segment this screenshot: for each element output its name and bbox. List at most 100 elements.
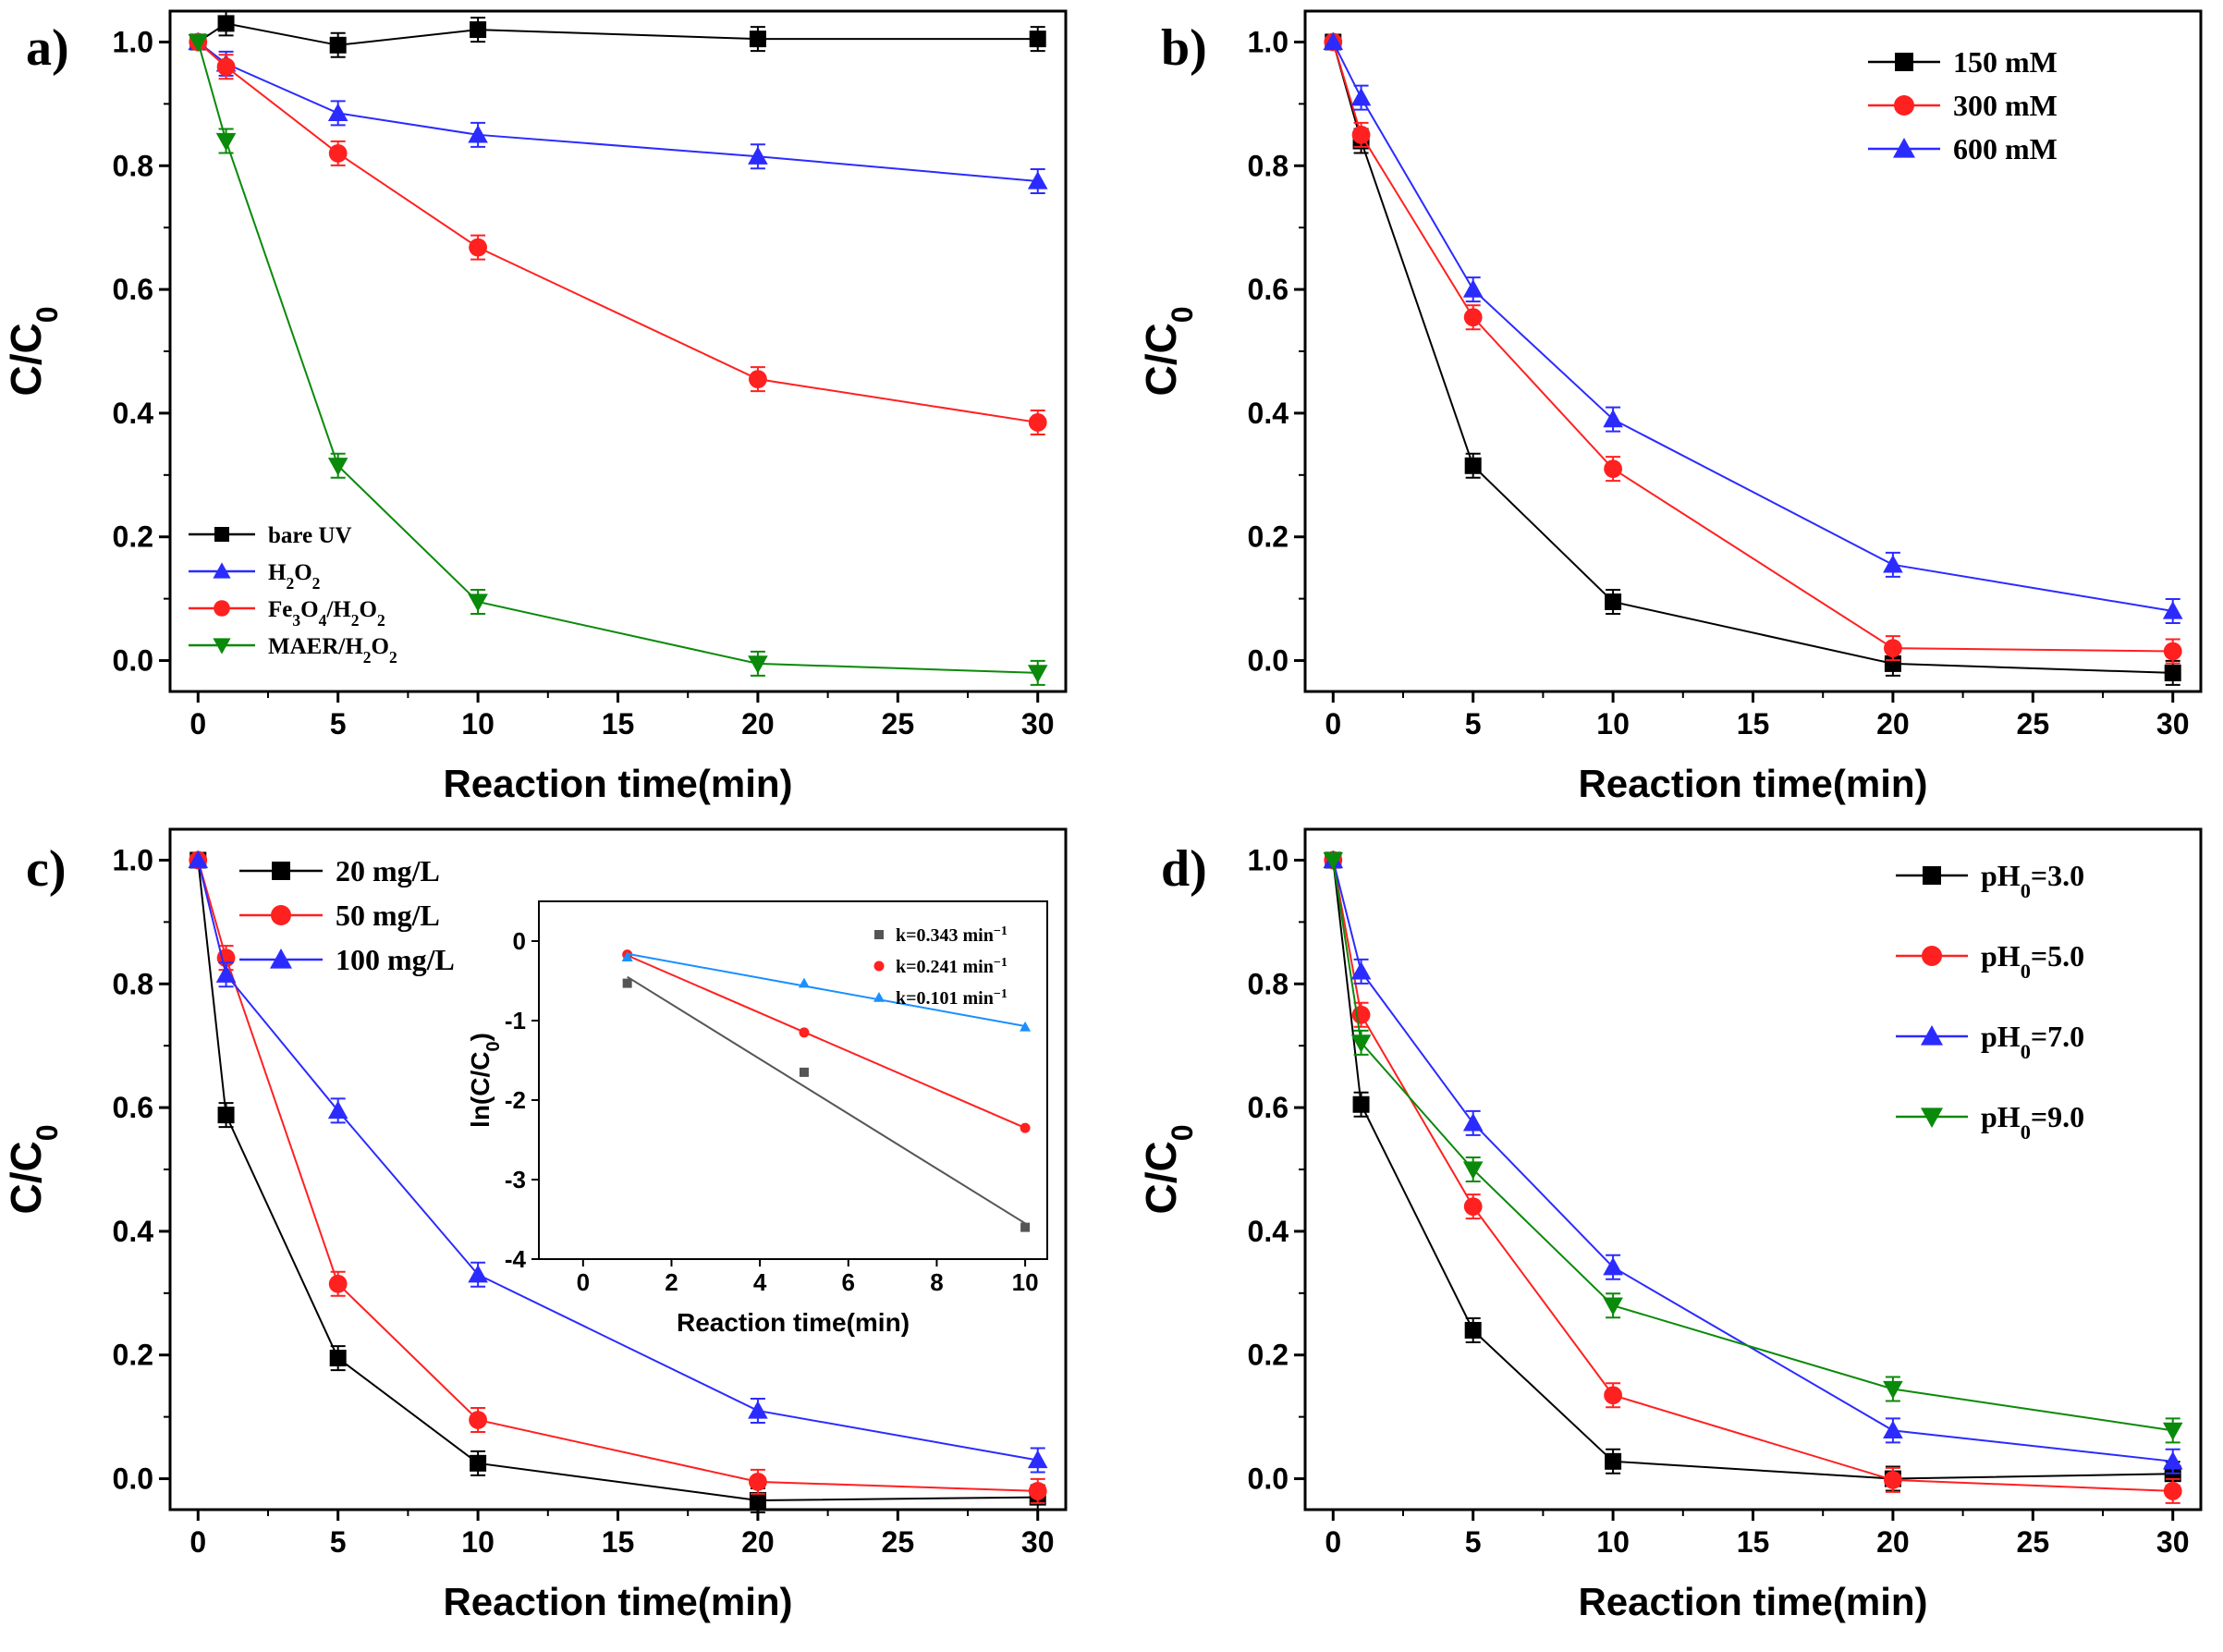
data-point xyxy=(2163,642,2182,661)
inset-y-axis-title: ln(C/C0) xyxy=(466,1033,504,1128)
series-line xyxy=(1332,860,2173,1432)
inset-y-tick-label: -2 xyxy=(505,1086,526,1114)
legend-marker xyxy=(1894,95,1914,116)
legend-entry-label: MAER/H2O2 xyxy=(268,634,397,667)
data-point xyxy=(217,1107,235,1124)
series-600-mm xyxy=(1323,31,2183,625)
y-tick-label: 0.4 xyxy=(1248,1215,1289,1248)
x-tick-label: 20 xyxy=(741,707,775,740)
data-point xyxy=(749,31,766,48)
legend-entry-label: 100 mg/L xyxy=(336,943,455,976)
inset-x-tick-label: 6 xyxy=(842,1268,855,1296)
legend-marker xyxy=(214,527,229,542)
data-point xyxy=(1883,1380,1903,1400)
y-tick-label: 0.6 xyxy=(1248,273,1289,306)
inset-data-point xyxy=(621,951,633,961)
series-line xyxy=(197,41,1038,423)
inset-legend-label: k=0.101 min−1 xyxy=(896,987,1008,1010)
data-point xyxy=(1463,308,1483,327)
x-tick-label: 0 xyxy=(189,1525,206,1559)
panel-b: b) 0 5 10 15 20 25 30 0.0 0.2 0.4 0.6 0.8 1.0 Reaction… xyxy=(1137,9,2203,805)
data-point xyxy=(328,1274,348,1293)
inset-data-point xyxy=(1020,1222,1031,1232)
y-axis-title-subscript: 0 xyxy=(1166,306,1199,323)
x-tick-label: 10 xyxy=(461,707,495,740)
inset-y-tick-label: -4 xyxy=(505,1245,527,1273)
legend-marker xyxy=(213,562,231,579)
legend-entry-label: 20 mg/L xyxy=(336,854,440,887)
data-point xyxy=(1883,555,1903,573)
panel-c: c)0 5 10 15 20 25 300.00.20.40.60.81.0Reaction… xyxy=(2,827,1068,1623)
panel-label: d) xyxy=(1161,840,1207,898)
inset-legend-label: k=0.343 min−1 xyxy=(896,924,1008,947)
legend-entry-label: 150 mM xyxy=(1953,45,2058,79)
data-point xyxy=(1029,31,1046,48)
x-tick-label: 30 xyxy=(1021,707,1055,740)
legend: pH0=3.0 pH0=5.0 pH0=7.0 pH0=9.0 xyxy=(1896,859,2084,1144)
data-point xyxy=(188,850,209,869)
data-point xyxy=(1462,1161,1484,1180)
data-point xyxy=(329,36,347,54)
data-point xyxy=(188,33,209,53)
data-point xyxy=(469,238,487,257)
data-point xyxy=(1884,639,1902,658)
data-point xyxy=(748,1401,768,1419)
plot-frame xyxy=(1303,9,2203,693)
y-tick-label: 1.0 xyxy=(1248,843,1289,876)
data-point xyxy=(327,103,348,122)
x-tick-label: 15 xyxy=(602,707,635,740)
y-tick-label: 0.8 xyxy=(113,967,153,1000)
data-point xyxy=(215,964,237,983)
data-point xyxy=(328,143,348,163)
x-tick-label: 20 xyxy=(1876,1525,1910,1559)
inset-x-tick-label: 2 xyxy=(665,1268,678,1296)
y-tick-label: 0.0 xyxy=(113,644,153,678)
series-line xyxy=(1332,860,2173,1492)
x-axis-title: Reaction time(min) xyxy=(1578,1580,1927,1623)
legend-entry-label: 50 mg/L xyxy=(336,899,440,932)
data-point xyxy=(1027,1450,1048,1469)
inset-series: k=0.101 min−1 xyxy=(621,951,1032,1032)
data-point xyxy=(1351,1005,1371,1024)
inset-y-tick-label: -1 xyxy=(505,1007,526,1034)
panel-label: b) xyxy=(1161,19,1207,77)
legend-marker xyxy=(271,905,291,925)
y-axis-title: C/C0 xyxy=(1137,306,1199,396)
data-point xyxy=(1027,665,1048,683)
data-point xyxy=(749,1472,767,1491)
legend-marker xyxy=(213,638,231,655)
inset-data-point xyxy=(622,978,632,988)
panel-d: d) 0 5 10 15 20 25 30 0.0 0.2 0.4 0.6 0.8 1.0 Reaction… xyxy=(1137,827,2203,1623)
legend-marker xyxy=(1923,866,1941,885)
data-point xyxy=(327,1100,348,1120)
x-tick-label: 0 xyxy=(1325,1525,1341,1559)
legend: bare UV H2O2 Fe3O4/H2O2 MAER/H2O2 xyxy=(189,523,397,667)
legend-entry-label: pH0=3.0 xyxy=(1981,859,2084,902)
data-point xyxy=(1884,1470,1902,1489)
legend-entry-label: H2O2 xyxy=(268,560,320,593)
series-line xyxy=(197,42,1038,674)
legend-entry-label: 600 mM xyxy=(1953,132,2058,165)
y-axis-title: C/C0 xyxy=(1137,1124,1199,1214)
y-tick-label: 0.4 xyxy=(113,397,154,430)
series-ph0-5-0 xyxy=(1324,850,2182,1504)
data-point xyxy=(2162,1451,2183,1470)
x-tick-label: 0 xyxy=(1325,707,1341,740)
series-100-mg-l xyxy=(188,850,1048,1474)
x-tick-label: 5 xyxy=(330,707,347,740)
y-tick-label: 0.0 xyxy=(1248,1462,1289,1496)
series-line xyxy=(1332,860,2173,1480)
data-point xyxy=(470,21,487,39)
inset-series: k=0.241 min−1 xyxy=(622,949,1031,1133)
data-point xyxy=(216,57,236,77)
data-point xyxy=(2162,1422,2183,1441)
panel-label: c) xyxy=(26,840,67,898)
x-tick-label: 5 xyxy=(1465,707,1482,740)
inset-x-tick-label: 10 xyxy=(1012,1268,1039,1296)
legend-marker xyxy=(1921,1107,1943,1128)
series-line xyxy=(197,41,1038,182)
data-point xyxy=(1463,1197,1483,1217)
data-point xyxy=(2164,664,2181,681)
x-tick-label: 25 xyxy=(2017,707,2050,740)
